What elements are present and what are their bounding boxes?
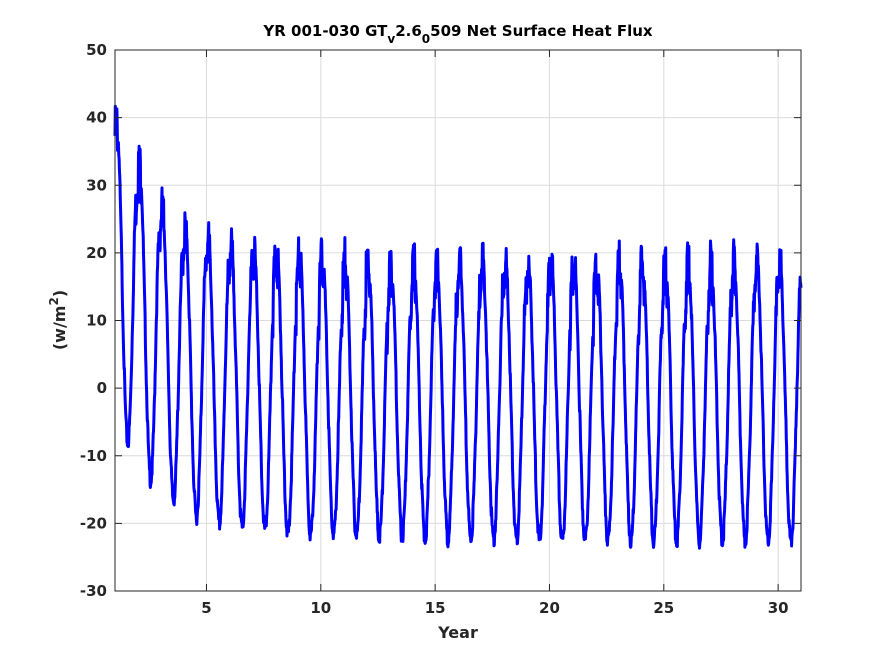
ylabel-suffix: )	[50, 290, 69, 297]
y-tick-label: -10	[80, 447, 107, 465]
title-subscript-1: v	[387, 32, 395, 46]
y-tick-label: 0	[97, 379, 107, 397]
chart-title: YR 001-030 GTv2.60509 Net Surface Heat F…	[262, 22, 653, 46]
x-tick-label: 15	[425, 599, 446, 617]
x-tick-label: 25	[653, 599, 674, 617]
y-tick-label: 50	[86, 41, 107, 59]
series-line-net-surface-heat-flux	[113, 104, 803, 550]
ylabel-prefix: (w/m	[50, 306, 69, 351]
y-tick-label: -30	[80, 582, 107, 600]
x-tick-label: 5	[201, 599, 211, 617]
y-tick-label: 30	[86, 176, 107, 194]
ticks: 5 10 15 20 25 30 -30 -20 -10 0 10 20 30 40 50	[80, 41, 801, 617]
y-axis-label: (w/m2)	[47, 290, 69, 350]
x-axis-label: Year	[437, 623, 478, 642]
x-tick-label: 30	[768, 599, 789, 617]
title-prefix: YR 001-030 GT	[262, 22, 388, 40]
x-tick-label: 20	[539, 599, 560, 617]
x-tick-label: 10	[310, 599, 331, 617]
title-mid: 2.6	[395, 22, 422, 40]
y-tick-label: 20	[86, 244, 107, 262]
title-subscript-2: 0	[422, 32, 430, 46]
y-tick-label: -20	[80, 514, 107, 532]
ylabel-superscript: 2	[47, 297, 61, 305]
y-tick-label: 10	[86, 312, 107, 330]
y-tick-label: 40	[86, 109, 107, 127]
series-layer	[113, 104, 803, 550]
title-suffix: 509 Net Surface Heat Flux	[430, 22, 653, 40]
